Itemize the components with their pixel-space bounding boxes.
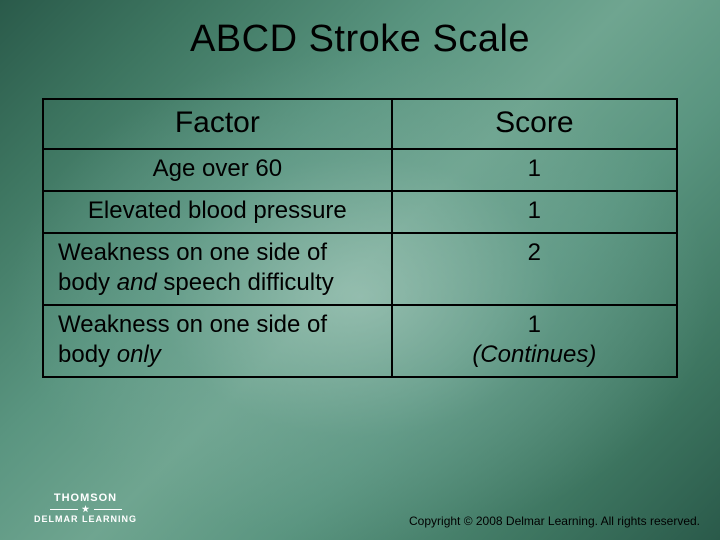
score-cell: 1 (Continues): [392, 305, 677, 377]
table-row: Weakness on one side of body only 1 (Con…: [43, 305, 677, 377]
table-row: Age over 60 1: [43, 149, 677, 191]
table-row: Elevated blood pressure 1: [43, 191, 677, 233]
factor-text-pre: Weakness on one side of body: [58, 311, 327, 368]
factor-cell: Weakness on one side of body only: [43, 305, 392, 377]
brand-top: THOMSON: [54, 492, 117, 504]
factor-text-italic: and: [117, 269, 157, 296]
slide-title: ABCD Stroke Scale: [0, 0, 720, 61]
factor-text-italic: only: [117, 341, 161, 368]
divider-line: [50, 509, 78, 510]
divider-line: [94, 509, 122, 510]
score-value: 1: [528, 311, 541, 338]
factor-cell: Elevated blood pressure: [43, 191, 392, 233]
table-row: Weakness on one side of body and speech …: [43, 233, 677, 305]
star-icon: [82, 505, 90, 513]
factor-cell: Age over 60: [43, 149, 392, 191]
copyright-text: Copyright © 2008 Delmar Learning. All ri…: [409, 514, 700, 528]
col-header-score: Score: [392, 99, 677, 149]
stroke-scale-table: Factor Score Age over 60 1 Elevated bloo…: [42, 98, 678, 378]
brand-divider: [50, 505, 122, 513]
factor-cell: Weakness on one side of body and speech …: [43, 233, 392, 305]
score-cell: 1: [392, 191, 677, 233]
score-cell: 1: [392, 149, 677, 191]
col-header-factor: Factor: [43, 99, 392, 149]
table-header-row: Factor Score: [43, 99, 677, 149]
score-cell: 2: [392, 233, 677, 305]
continues-label: (Continues): [472, 341, 596, 368]
brand-bottom: DELMAR LEARNING: [34, 514, 137, 524]
factor-text-post: speech difficulty: [157, 269, 334, 296]
publisher-logo: THOMSON DELMAR LEARNING: [34, 492, 137, 524]
